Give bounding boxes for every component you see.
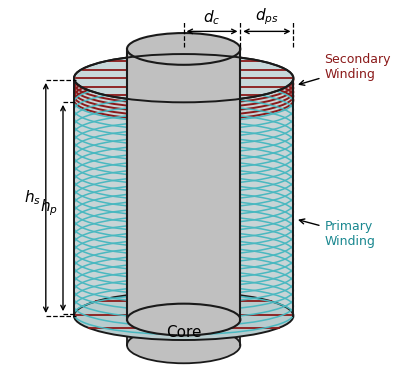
Ellipse shape xyxy=(127,327,240,363)
Ellipse shape xyxy=(74,54,293,102)
Text: Core: Core xyxy=(166,325,202,340)
Text: $h_p$: $h_p$ xyxy=(40,198,58,218)
Ellipse shape xyxy=(127,301,240,338)
Polygon shape xyxy=(74,78,293,316)
Text: $d_{ps}$: $d_{ps}$ xyxy=(255,6,279,27)
Text: Secondary
Winding: Secondary Winding xyxy=(299,53,391,85)
Text: Primary
Winding: Primary Winding xyxy=(299,219,375,247)
Ellipse shape xyxy=(74,292,293,340)
Text: $h_s$: $h_s$ xyxy=(24,189,41,207)
Polygon shape xyxy=(127,319,240,345)
Text: $d_c$: $d_c$ xyxy=(203,8,221,27)
Polygon shape xyxy=(127,49,240,319)
Ellipse shape xyxy=(127,304,240,335)
Ellipse shape xyxy=(127,33,240,65)
